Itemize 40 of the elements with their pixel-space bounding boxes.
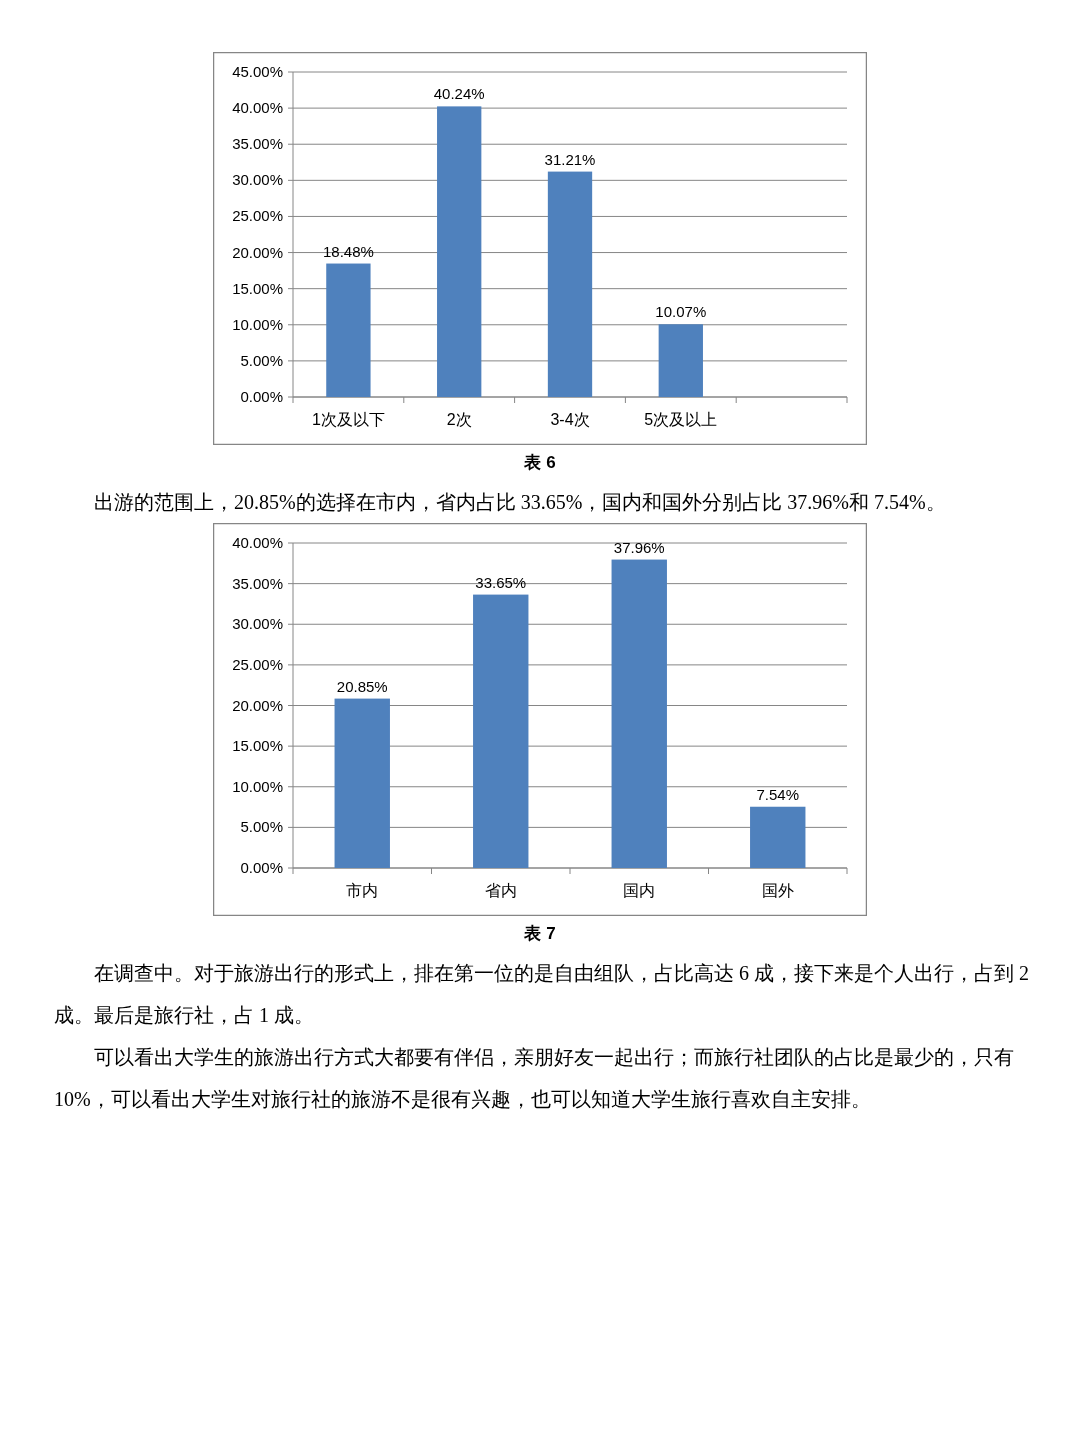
text: 在调查中。对于旅游出行的形式上，排在第一位的是自由组队，占比高达 6 成，接下来是个人出行，占到 2 成。最后是旅行社，占 1 成。 — [54, 961, 1030, 1028]
y-tick-label: 25.00% — [232, 655, 283, 673]
y-tick-label: 5.00% — [240, 818, 283, 836]
x-tick-label: 3-4次 — [550, 411, 590, 428]
text: 可以看出大学生的旅游出行方式大都要有伴侣，亲朋好友一起出行；而旅行社团队的占比是最少的，只有 10%，可以看出大学生对旅行社的旅游不是很有兴趣，也可以知道大学生旅行喜欢自主安排。 — [54, 1045, 1015, 1112]
y-tick-label: 25.00% — [232, 207, 283, 225]
text: 表 7 — [523, 923, 557, 945]
y-tick-label: 10.00% — [232, 777, 283, 795]
data-label: 37.96% — [613, 538, 665, 556]
y-tick-label: 35.00% — [232, 574, 283, 592]
data-label: 20.85% — [336, 677, 388, 695]
data-label: 40.24% — [433, 85, 485, 103]
x-tick-label: 1次及以下 — [311, 411, 385, 428]
y-tick-label: 40.00% — [232, 99, 283, 117]
y-tick-label: 30.00% — [232, 615, 283, 633]
x-tick-label: 国内 — [623, 882, 656, 899]
x-tick-label: 省内 — [484, 882, 517, 899]
y-tick-label: 15.00% — [232, 737, 283, 755]
y-tick-label: 35.00% — [232, 135, 283, 153]
x-tick-label: 5次及以上 — [644, 411, 718, 428]
y-tick-label: 5.00% — [240, 351, 283, 369]
y-tick-label: 40.00% — [232, 534, 283, 551]
data-label: 10.07% — [655, 303, 707, 321]
y-tick-label: 15.00% — [232, 279, 283, 297]
text: 表 6 — [523, 452, 557, 474]
y-tick-label: 30.00% — [232, 171, 283, 189]
y-tick-label: 0.00% — [240, 859, 283, 876]
data-label: 7.54% — [756, 785, 800, 803]
y-tick-label: 20.00% — [232, 243, 283, 261]
data-label: 33.65% — [475, 573, 527, 591]
data-label: 31.21% — [544, 150, 596, 168]
y-tick-label: 10.00% — [232, 315, 283, 333]
y-tick-label: 20.00% — [232, 696, 283, 714]
x-tick-label: 国外 — [761, 882, 794, 899]
text: 出游的范围上，20.85%的选择在市内，省内占比 33.65%，国内和国外分别占比 37.96%和 7.54%。 — [93, 490, 947, 515]
data-label: 18.48% — [322, 242, 374, 260]
x-tick-label: 市内 — [346, 882, 379, 899]
x-tick-label: 2次 — [446, 411, 472, 428]
y-tick-label: 0.00% — [240, 388, 283, 405]
y-tick-label: 45.00% — [232, 63, 283, 80]
